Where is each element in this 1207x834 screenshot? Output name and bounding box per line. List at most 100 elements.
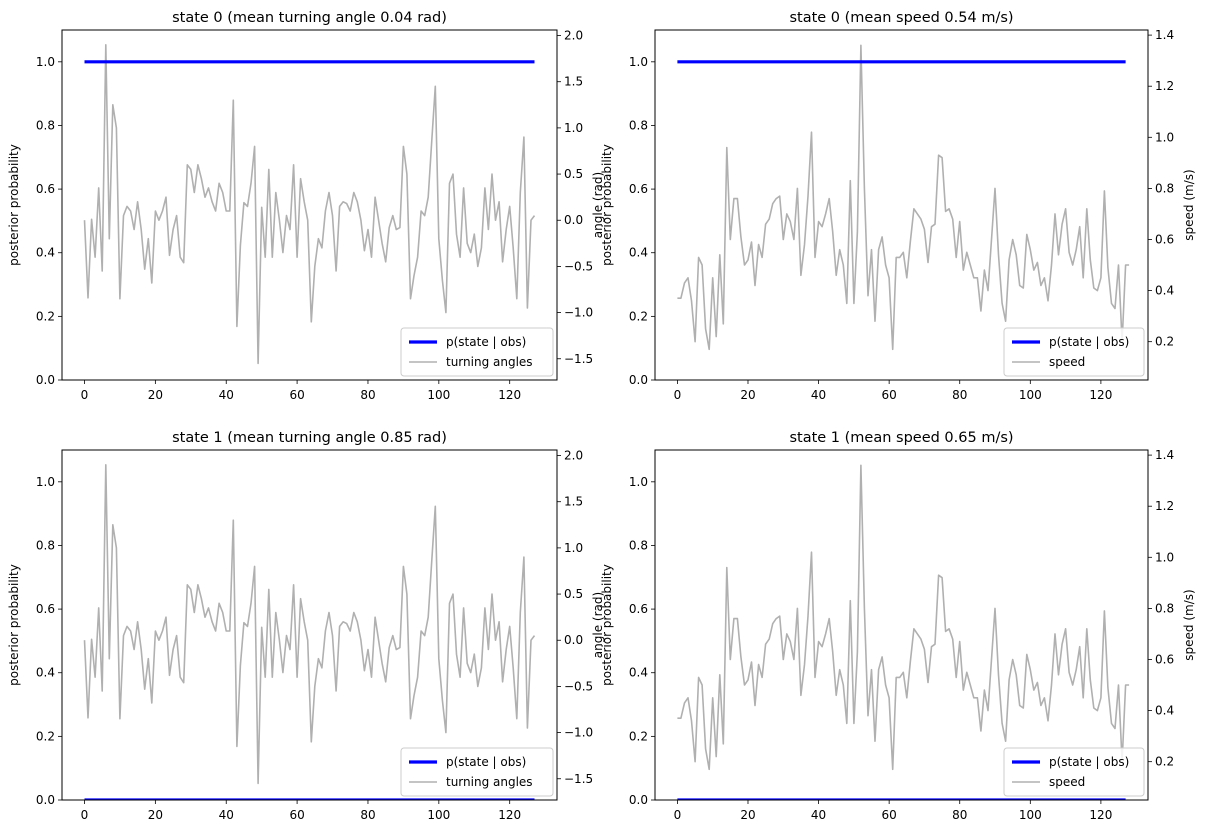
legend-label: p(state | obs) [1049,755,1129,769]
x-tick-label: 80 [360,808,375,822]
x-tick-label: 0 [81,388,89,402]
chart-title: state 0 (mean turning angle 0.04 rad) [172,10,447,26]
legend: p(state | obs) speed [1003,747,1145,797]
chart-panel-3: 0 20 40 60 80 100 120 0.0 0.2 0.4 0.6 0.8 1.0 0.2 0.4 0… [600,430,1196,822]
y-tick-label: 0.6 [629,602,648,616]
x-tick-label: 120 [498,388,521,402]
series-line-observation [677,464,1130,771]
y2-tick-label: 0.6 [1155,652,1174,666]
y-tick-label: 0.2 [36,729,55,743]
legend: p(state | obs) turning angles [400,327,554,377]
axes-frame [654,29,1149,381]
legend-label: speed [1049,775,1085,789]
legend-box [400,747,554,797]
y-tick-label: 0.0 [629,373,648,387]
y-tick-label: 0.8 [36,538,55,552]
y-tick-label: 0.8 [629,538,648,552]
y-tick-label: 0.2 [36,309,55,323]
y-tick-label: 0.4 [36,666,55,680]
legend-box [1003,747,1145,797]
y-tick-label: 0.4 [629,246,648,260]
y-tick-label: 0.0 [36,373,55,387]
chart-title: state 0 (mean speed 0.54 m/s) [789,10,1013,26]
x-tick-label: 100 [1019,388,1042,402]
y2-axis-label: angle (rad) [591,592,605,658]
y2-tick-label: 1.0 [1155,550,1174,564]
y2-tick-label: 1.4 [1155,28,1174,42]
y-axis-label: posterior probability [600,564,614,686]
x-tick-label: 60 [882,808,897,822]
y-tick-label: 0.6 [36,602,55,616]
y2-tick-label: −1.0 [564,726,593,740]
chart-title: state 1 (mean speed 0.65 m/s) [789,430,1013,446]
y2-tick-label: 1.4 [1155,448,1174,462]
y2-tick-label: −0.5 [564,259,593,273]
chart-panel-2: 0 20 40 60 80 100 120 0.0 0.2 0.4 0.6 0.8 1.0 −1.5 −1.… [7,430,605,822]
y2-tick-label: 1.5 [564,495,583,509]
y2-axis-label: speed (m/s) [1182,589,1196,660]
y-tick-label: 0.2 [629,729,648,743]
y-tick-label: 0.4 [36,246,55,260]
series-line-observation [83,463,536,785]
y2-tick-label: 1.2 [1155,79,1174,93]
y-tick-label: 0.4 [629,666,648,680]
y2-axis-label: angle (rad) [591,172,605,238]
y-tick-label: 0.2 [629,309,648,323]
y2-tick-label: 0.6 [1155,232,1174,246]
y-axis-label: posterior probability [600,144,614,266]
y2-tick-label: 0.5 [564,167,583,181]
chart-panel-1: 0 20 40 60 80 100 120 0.0 0.2 0.4 0.6 0.8 1.0 0.2 0.4 0… [600,10,1196,402]
y2-tick-label: 0.8 [1155,181,1174,195]
x-tick-label: 60 [289,808,304,822]
y-tick-label: 0.8 [629,118,648,132]
x-tick-label: 60 [882,388,897,402]
x-tick-label: 0 [674,808,682,822]
y-tick-label: 1.0 [629,475,648,489]
y2-tick-label: 0.4 [1155,704,1174,718]
y2-axis-label: speed (m/s) [1182,169,1196,240]
x-tick-label: 20 [148,388,163,402]
x-tick-label: 0 [81,808,89,822]
y2-tick-label: 0.0 [564,213,583,227]
x-tick-label: 100 [427,388,450,402]
x-tick-label: 80 [952,388,967,402]
legend-label: turning angles [446,775,533,789]
y-tick-label: 1.0 [36,475,55,489]
chart-panel-0: 0 20 40 60 80 100 120 0.0 0.2 0.4 0.6 0.8 1.0 −1.5 −1.… [7,10,605,402]
x-tick-label: 20 [740,388,755,402]
y2-tick-label: −1.0 [564,306,593,320]
y2-tick-label: 0.2 [1155,755,1174,769]
legend-label: turning angles [446,355,533,369]
x-tick-label: 0 [674,388,682,402]
legend-box [1003,327,1145,377]
x-tick-label: 100 [1019,808,1042,822]
y2-tick-label: 2.0 [564,449,583,463]
y2-tick-label: 0.0 [564,633,583,647]
y-tick-label: 0.8 [36,118,55,132]
y-tick-label: 0.6 [629,182,648,196]
x-tick-label: 40 [219,388,234,402]
axes-frame [654,449,1149,801]
x-tick-label: 20 [740,808,755,822]
x-tick-label: 100 [427,808,450,822]
x-tick-label: 80 [952,808,967,822]
axes-frame [61,29,558,381]
chart-title: state 1 (mean turning angle 0.85 rad) [172,430,447,446]
x-tick-label: 40 [811,388,826,402]
y2-tick-label: 0.5 [564,587,583,601]
x-tick-label: 40 [811,808,826,822]
legend-label: p(state | obs) [1049,335,1129,349]
y2-tick-label: −1.5 [564,352,593,366]
series-line-observation [83,43,536,365]
x-tick-label: 120 [498,808,521,822]
y2-tick-label: 1.5 [564,75,583,89]
y-axis-label: posterior probability [7,144,21,266]
y-tick-label: 0.0 [36,793,55,807]
x-tick-label: 80 [360,388,375,402]
y2-tick-label: 0.4 [1155,284,1174,298]
y2-tick-label: 1.0 [564,541,583,555]
y2-tick-label: 0.2 [1155,335,1174,349]
y-axis-label: posterior probability [7,564,21,686]
y2-tick-label: 1.0 [564,121,583,135]
